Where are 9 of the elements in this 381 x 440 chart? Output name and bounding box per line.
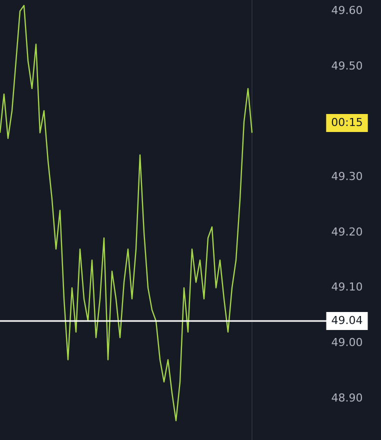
y-tick-label: 49.30 [331,170,363,183]
ref-line-label: 49.04 [331,314,363,327]
y-tick-label: 48.90 [331,391,363,404]
y-tick-label: 49.20 [331,225,363,238]
y-tick-label: 49.60 [331,4,363,17]
y-tick-label: 49.50 [331,59,363,72]
text: 00:15 [331,116,363,129]
y-tick-label: 49.00 [331,336,363,350]
y-tick-label: 49.10 [331,280,363,294]
